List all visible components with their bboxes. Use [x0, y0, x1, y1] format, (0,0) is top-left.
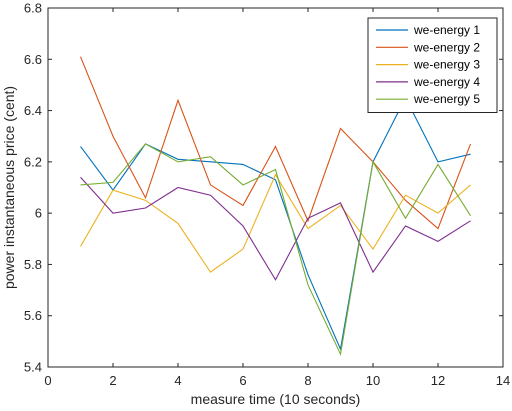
series-line-5 — [80, 143, 471, 357]
series-layer — [79, 56, 472, 357]
y-tick-label: 6.8 — [24, 1, 42, 16]
x-tick-label: 12 — [431, 373, 445, 388]
legend-label-5: we-energy 5 — [413, 92, 480, 106]
legend-label-3: we-energy 3 — [413, 58, 480, 72]
y-axis-label: power instantaneous price (cent) — [1, 86, 17, 289]
x-tick-label: 6 — [239, 373, 246, 388]
legend-label-2: we-energy 2 — [413, 40, 480, 54]
series-line-4 — [80, 176, 471, 281]
x-tick-label: 8 — [304, 373, 311, 388]
y-tick-label: 5.6 — [24, 308, 42, 323]
x-tick-label: 0 — [44, 373, 51, 388]
legend-label-4: we-energy 4 — [413, 75, 480, 89]
x-tick-label: 4 — [174, 373, 181, 388]
y-tick-label: 6.2 — [24, 154, 42, 169]
legend: we-energy 1 we-energy 2 we-energy 3 we-ener… — [367, 17, 498, 113]
x-tick-label: 10 — [366, 373, 380, 388]
y-tick-label: 6.4 — [24, 103, 42, 118]
x-tick-label: 14 — [496, 373, 510, 388]
y-tick-label: 6.6 — [24, 52, 42, 67]
legend-label-1: we-energy 1 — [413, 23, 480, 37]
legend-box — [367, 17, 498, 113]
series-line-2 — [79, 56, 472, 230]
y-tick-label: 6 — [35, 206, 42, 221]
x-tick-label: 2 — [109, 373, 116, 388]
x-axis-label: measure time (10 seconds) — [191, 391, 361, 407]
y-tick-label: 5.8 — [24, 257, 42, 272]
y-tick-label: 5.4 — [24, 360, 42, 375]
tick-layer: 0 2 4 6 8 10 12 14 5.4 5.6 5.8 6 6.2 6.4 6.6 6.8 — [24, 1, 510, 389]
series-line-3 — [80, 173, 471, 273]
